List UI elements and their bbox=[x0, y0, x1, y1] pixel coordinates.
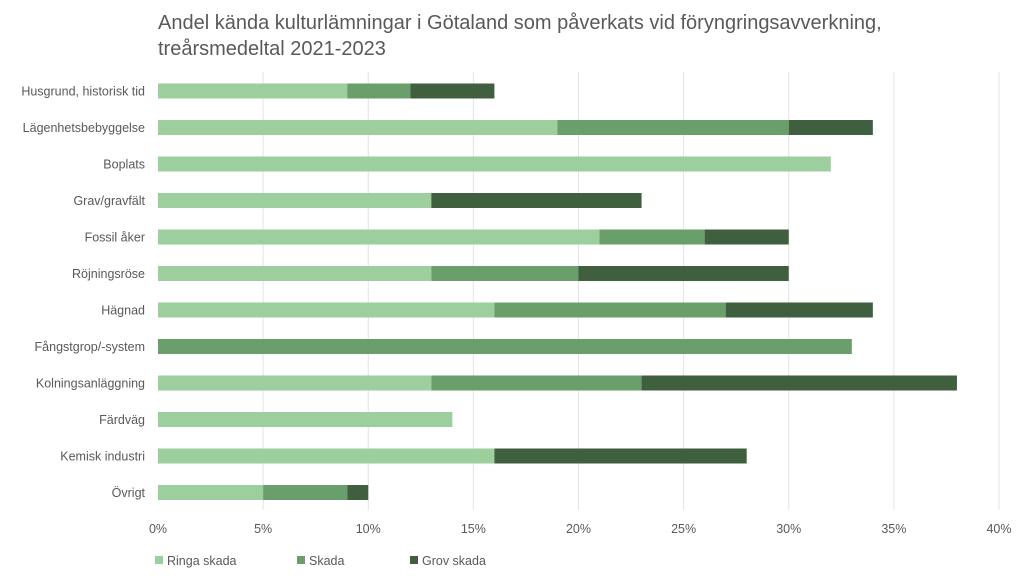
bar-segment-grov-skada bbox=[347, 485, 369, 500]
bar-segment-skada bbox=[494, 302, 726, 318]
x-tick-label: 35% bbox=[881, 522, 906, 536]
bar-segment-ringa-skada bbox=[158, 448, 495, 464]
x-tick-label: 40% bbox=[986, 522, 1011, 536]
category-label: Kolningsanläggning bbox=[36, 377, 145, 391]
bars bbox=[158, 83, 957, 500]
bar-segment-skada bbox=[263, 485, 348, 500]
bar-segment-ringa-skada bbox=[158, 120, 558, 135]
bar-segment-grov-skada bbox=[578, 266, 789, 281]
legend-label: Grov skada bbox=[422, 554, 486, 568]
bar-segment-ringa-skada bbox=[158, 375, 432, 391]
category-label: Kemisk industri bbox=[60, 450, 145, 464]
bar-segment-skada bbox=[347, 83, 411, 99]
x-axis-ticks: 0% 5% 10% 15% 20% 25% 30% 35% 40% bbox=[149, 522, 1012, 536]
x-tick-label: 15% bbox=[461, 522, 486, 536]
bar-segment-ringa-skada bbox=[158, 193, 432, 208]
bar-segment-ringa-skada bbox=[158, 412, 453, 427]
x-tick-label: 0% bbox=[149, 522, 167, 536]
legend-swatch bbox=[155, 556, 163, 564]
bar-segment-grov-skada bbox=[725, 302, 873, 318]
category-label: Fossil åker bbox=[85, 231, 145, 245]
bar-segment-ringa-skada bbox=[158, 302, 495, 318]
chart-title: Andel kända kulturlämningar i Götaland s… bbox=[158, 12, 882, 60]
bar-segment-ringa-skada bbox=[158, 266, 432, 281]
bar-segment-skada bbox=[431, 266, 579, 281]
x-tick-label: 10% bbox=[356, 522, 381, 536]
bar-segment-grov-skada bbox=[788, 120, 873, 135]
bar-segment-skada bbox=[158, 339, 852, 354]
x-tick-label: 30% bbox=[776, 522, 801, 536]
bar-segment-skada bbox=[431, 375, 642, 391]
bar-segment-skada bbox=[557, 120, 789, 135]
category-label: Husgrund, historisk tid bbox=[21, 85, 145, 99]
category-labels: Husgrund, historisk tid Lägenhetsbebyggel… bbox=[21, 85, 145, 501]
category-label: Hägnad bbox=[101, 304, 145, 318]
gridlines bbox=[262, 72, 1000, 510]
x-tick-label: 20% bbox=[566, 522, 591, 536]
bar-segment-grov-skada bbox=[431, 193, 642, 208]
bar-segment-grov-skada bbox=[410, 83, 495, 99]
category-label: Grav/gravfält bbox=[73, 194, 145, 208]
x-tick-label: 5% bbox=[254, 522, 272, 536]
category-label: Färdväg bbox=[99, 413, 145, 427]
legend: Ringa skada Skada Grov skada bbox=[155, 554, 486, 568]
bar-segment-skada bbox=[599, 229, 705, 245]
bar-segment-ringa-skada bbox=[158, 156, 831, 172]
legend-swatch bbox=[410, 556, 418, 564]
bar-segment-grov-skada bbox=[494, 448, 747, 464]
legend-label: Ringa skada bbox=[167, 554, 237, 568]
x-tick-label: 25% bbox=[671, 522, 696, 536]
bar-segment-ringa-skada bbox=[158, 229, 600, 245]
bar-segment-ringa-skada bbox=[158, 83, 348, 99]
legend-swatch bbox=[297, 556, 305, 564]
category-label: Boplats bbox=[103, 158, 145, 172]
bar-segment-ringa-skada bbox=[158, 485, 264, 500]
category-label: Fångstgrop/-system bbox=[35, 340, 145, 354]
category-label: Övrigt bbox=[112, 486, 146, 500]
category-label: Röjningsröse bbox=[72, 267, 145, 281]
legend-label: Skada bbox=[309, 554, 344, 568]
bar-segment-grov-skada bbox=[641, 375, 957, 391]
bar-segment-grov-skada bbox=[704, 229, 789, 245]
category-label: Lägenhetsbebyggelse bbox=[23, 121, 145, 135]
